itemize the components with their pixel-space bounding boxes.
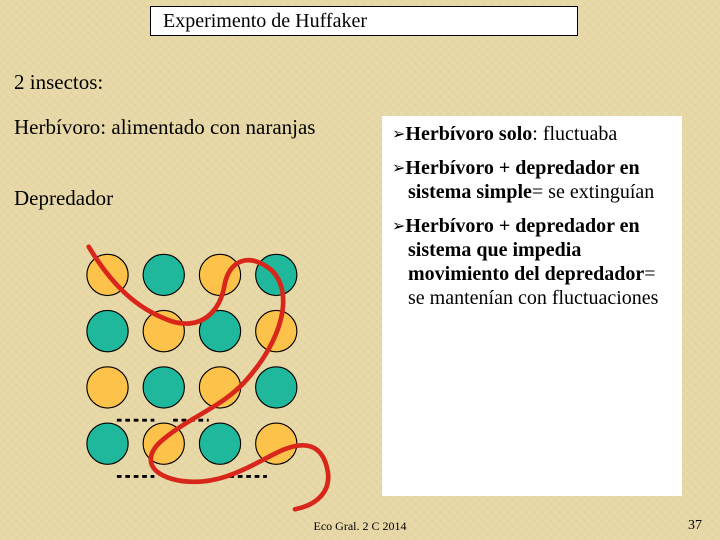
green-circle xyxy=(87,311,128,352)
results-box: ➢Herbívoro solo: fluctuaba ➢Herbívoro + … xyxy=(382,116,682,496)
slide-title-box: Experimento de Huffaker xyxy=(150,6,578,36)
bullet-1-bold: Herbívoro solo xyxy=(405,123,532,145)
green-circle xyxy=(256,367,297,408)
green-circle xyxy=(143,254,184,295)
heading-2-insects: 2 insectos: xyxy=(14,70,103,95)
green-circle xyxy=(143,367,184,408)
arrow-icon: ➢ xyxy=(392,126,405,143)
bullet-3: ➢Herbívoro + depredador en sistema que i… xyxy=(392,214,672,310)
green-circle xyxy=(199,423,240,464)
orange-circle xyxy=(199,254,240,295)
bullet-2-rest: = se extinguían xyxy=(532,181,654,203)
bullet-2: ➢Herbívoro + depredador en sistema simpl… xyxy=(392,156,672,204)
bullet-3-bold: Herbívoro + depredador en sistema que im… xyxy=(405,215,644,285)
bullet-1-rest: : fluctuaba xyxy=(532,123,617,145)
footer-text: Eco Gral. 2 C 2014 xyxy=(0,519,720,534)
page-number: 37 xyxy=(688,518,702,534)
arrow-icon: ➢ xyxy=(392,160,405,177)
orange-circle xyxy=(87,367,128,408)
herbivore-description: Herbívoro: alimentado con naranjas xyxy=(14,114,334,140)
arrow-icon: ➢ xyxy=(392,218,405,235)
predator-label: Depredador xyxy=(14,186,113,211)
orange-grid-diagram xyxy=(60,228,380,528)
bullet-1: ➢Herbívoro solo: fluctuaba xyxy=(392,122,672,146)
slide-title: Experimento de Huffaker xyxy=(163,10,367,33)
green-circle xyxy=(87,423,128,464)
